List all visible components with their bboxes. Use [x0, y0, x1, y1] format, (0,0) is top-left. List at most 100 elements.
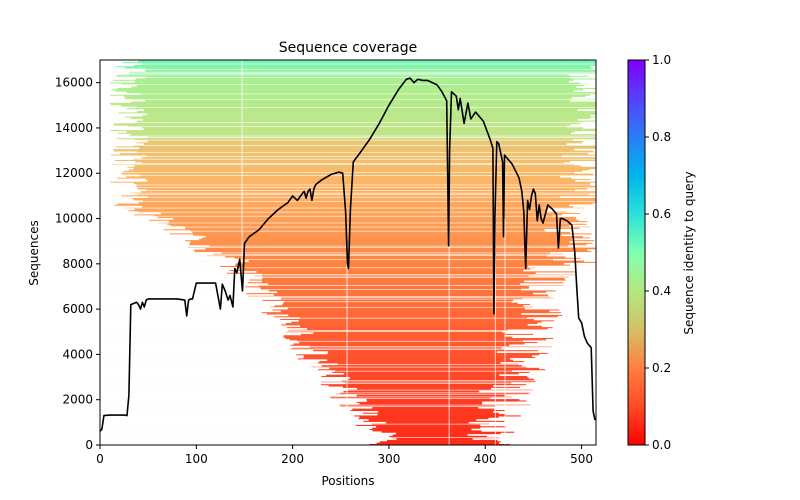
- row-gap: [100, 317, 596, 319]
- row-gap: [100, 63, 596, 65]
- uncovered-left: [100, 374, 327, 376]
- row-gap: [100, 274, 596, 275]
- uncovered-left: [100, 143, 144, 145]
- uncovered-right: [498, 412, 596, 415]
- uncovered-right: [587, 152, 596, 155]
- uncovered-right: [546, 339, 596, 341]
- uncovered-left: [100, 201, 139, 204]
- gap-column: [494, 195, 496, 445]
- row-gap: [100, 226, 596, 228]
- uncovered-left: [100, 315, 275, 318]
- uncovered-left: [100, 344, 291, 347]
- uncovered-left: [100, 154, 112, 156]
- row-gap: [100, 306, 596, 308]
- uncovered-right: [533, 318, 596, 321]
- row-gap: [100, 162, 596, 164]
- uncovered-left: [100, 241, 191, 243]
- uncovered-left: [100, 337, 286, 340]
- uncovered-left: [100, 339, 290, 341]
- uncovered-left: [100, 272, 228, 275]
- row-gap: [100, 297, 596, 299]
- uncovered-right: [562, 214, 596, 216]
- uncovered-left: [100, 204, 115, 207]
- uncovered-right: [537, 349, 596, 352]
- uncovered-left: [100, 322, 286, 325]
- uncovered-left: [100, 383, 321, 386]
- uncovered-right: [570, 161, 596, 163]
- row-gap: [100, 184, 596, 186]
- uncovered-left: [100, 303, 283, 306]
- uncovered-right: [476, 419, 596, 421]
- uncovered-left: [100, 261, 238, 264]
- uncovered-left: [100, 140, 148, 143]
- row-gap: [100, 381, 596, 383]
- row-gap: [100, 211, 596, 213]
- uncovered-right: [480, 424, 596, 427]
- uncovered-left: [100, 268, 243, 271]
- row-gap: [100, 380, 596, 381]
- uncovered-right: [533, 378, 596, 381]
- row-gap: [100, 156, 596, 157]
- uncovered-right: [570, 99, 596, 102]
- uncovered-right: [510, 358, 596, 360]
- uncovered-right: [505, 332, 596, 334]
- uncovered-left: [100, 358, 298, 360]
- row-gap: [100, 200, 596, 202]
- uncovered-left: [100, 438, 397, 440]
- row-gap: [100, 207, 596, 209]
- uncovered-left: [100, 307, 288, 310]
- row-gap: [100, 397, 596, 399]
- uncovered-left: [100, 243, 190, 246]
- uncovered-right: [582, 235, 596, 238]
- row-gap: [100, 347, 596, 349]
- uncovered-right: [522, 364, 596, 367]
- uncovered-left: [100, 332, 314, 334]
- uncovered-right: [554, 319, 596, 322]
- uncovered-left: [100, 351, 329, 353]
- uncovered-left: [100, 318, 281, 321]
- uncovered-right: [509, 443, 596, 445]
- row-gap: [100, 196, 596, 198]
- uncovered-left: [100, 223, 168, 226]
- uncovered-right: [590, 114, 596, 117]
- uncovered-right: [545, 368, 596, 371]
- uncovered-right: [593, 239, 596, 242]
- row-gap: [100, 126, 596, 127]
- colorbar-label: Sequence identity to query: [682, 171, 696, 334]
- uncovered-left: [100, 185, 137, 188]
- uncovered-left: [100, 108, 127, 110]
- uncovered-right: [583, 84, 596, 87]
- uncovered-left: [100, 90, 115, 93]
- row-gap: [100, 74, 596, 76]
- uncovered-left: [100, 334, 284, 337]
- uncovered-left: [100, 286, 246, 288]
- uncovered-right: [564, 262, 596, 265]
- uncovered-left: [100, 141, 137, 144]
- uncovered-left: [100, 413, 378, 416]
- uncovered-left: [100, 325, 300, 328]
- uncovered-left: [100, 280, 262, 283]
- uncovered-left: [100, 377, 350, 379]
- uncovered-right: [512, 336, 596, 338]
- uncovered-left: [100, 233, 170, 235]
- uncovered-left: [100, 169, 130, 171]
- uncovered-left: [100, 122, 115, 125]
- uncovered-right: [505, 413, 596, 416]
- row-gap: [100, 158, 596, 160]
- uncovered-right: [582, 170, 596, 173]
- uncovered-left: [100, 167, 134, 170]
- row-gap: [100, 423, 596, 425]
- uncovered-left: [100, 269, 230, 272]
- uncovered-left: [100, 387, 357, 390]
- uncovered-left: [100, 86, 132, 88]
- uncovered-right: [580, 212, 596, 215]
- uncovered-right: [560, 175, 596, 178]
- uncovered-right: [570, 124, 596, 126]
- uncovered-left: [100, 415, 355, 417]
- uncovered-left: [100, 61, 123, 64]
- uncovered-left: [100, 440, 381, 443]
- uncovered-left: [100, 262, 236, 265]
- uncovered-left: [100, 420, 364, 423]
- uncovered-right: [573, 90, 596, 93]
